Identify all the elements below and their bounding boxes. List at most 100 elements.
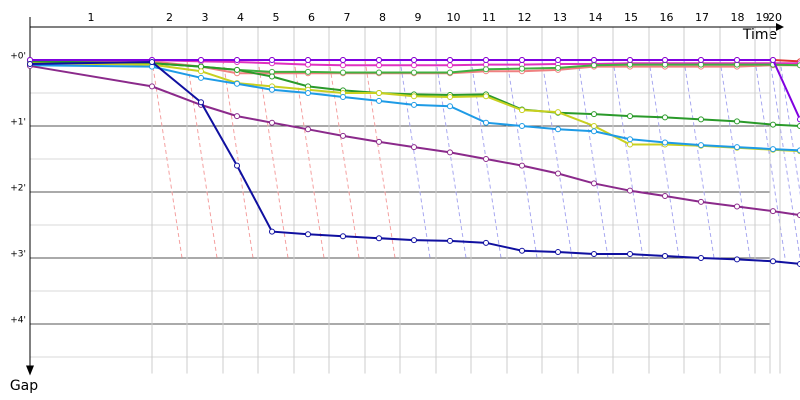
series-point	[797, 123, 800, 129]
series-point	[411, 144, 417, 151]
lap-label: 7	[344, 11, 351, 24]
series-point	[269, 73, 275, 80]
series-point	[483, 156, 489, 162]
series-point	[662, 57, 668, 63]
lap-label: 5	[273, 11, 280, 24]
series-point	[797, 147, 800, 154]
lap-diagonal	[648, 59, 680, 259]
series-point	[269, 119, 275, 126]
series-point	[555, 64, 561, 71]
series-point	[340, 93, 346, 100]
series-point	[198, 57, 204, 63]
series-point	[198, 99, 204, 106]
series-point	[627, 57, 633, 63]
lap-label: 17	[695, 11, 709, 24]
series-point	[305, 68, 311, 75]
lap-label: 4	[237, 11, 244, 24]
series-point	[483, 239, 489, 246]
lap-diagonal	[399, 59, 431, 259]
series-point	[234, 80, 240, 87]
lap-label: 8	[379, 11, 386, 24]
lap-diagonal	[435, 59, 467, 259]
series-point	[483, 119, 489, 126]
series-point	[411, 57, 417, 63]
series-point	[198, 68, 204, 75]
series-point	[770, 121, 776, 128]
lap-label: 19	[756, 11, 770, 24]
series-line	[30, 59, 800, 120]
lap-label: 3	[202, 11, 209, 24]
lap-label: 6	[308, 11, 315, 24]
series-line	[29, 64, 800, 217]
series-point	[591, 62, 597, 69]
series-point	[519, 162, 525, 169]
series-point	[411, 237, 417, 244]
series-point	[555, 57, 561, 63]
series-point	[340, 57, 346, 63]
lap-label: 1	[88, 11, 95, 24]
lap-diagonal	[719, 59, 751, 259]
series-point	[797, 62, 800, 69]
series-point	[627, 187, 633, 194]
series-point	[376, 97, 382, 104]
lap-diagonal	[779, 59, 800, 196]
series-point	[305, 126, 311, 133]
series-point	[447, 149, 453, 156]
series-point	[555, 249, 561, 256]
lap-label: 15	[624, 11, 638, 24]
series-point	[734, 57, 740, 63]
lap-label: 9	[415, 11, 422, 24]
series-point	[770, 57, 776, 63]
series-point	[519, 123, 525, 129]
series-point	[770, 208, 776, 215]
series-point	[340, 62, 346, 69]
lap-label: 2	[166, 11, 173, 24]
series-point	[483, 66, 489, 73]
series-point	[555, 126, 561, 133]
series-point	[627, 113, 633, 120]
lap-label: 12	[518, 11, 532, 24]
series-point	[376, 235, 382, 242]
lap-diagonal	[683, 59, 715, 259]
series-point	[591, 111, 597, 118]
series-point	[519, 65, 525, 72]
series-point	[447, 103, 453, 110]
y-tick-label: +1'	[10, 118, 26, 128]
lap-diagonal	[186, 59, 218, 259]
y-tick-label: +3'	[10, 250, 26, 260]
series-point	[27, 60, 33, 67]
series-point	[734, 144, 740, 151]
grid	[30, 27, 800, 374]
lap-diagonal	[257, 59, 289, 259]
series-line	[29, 60, 800, 265]
series-point	[483, 57, 489, 63]
series-point	[447, 69, 453, 76]
lap-label: 11	[482, 11, 496, 24]
series-point	[555, 109, 561, 116]
lap-diagonal	[364, 59, 396, 259]
series-point	[411, 69, 417, 76]
series-point	[447, 62, 453, 69]
series-point	[591, 128, 597, 135]
y-tick-label: +2'	[10, 184, 26, 194]
series-point	[627, 136, 633, 143]
series-point	[591, 123, 597, 129]
series-point	[269, 228, 275, 235]
series-point	[662, 139, 668, 146]
series-point	[447, 237, 453, 244]
series-point	[698, 198, 704, 205]
series-point	[340, 69, 346, 76]
series-point	[519, 107, 525, 114]
series-point	[305, 231, 311, 238]
series-line	[29, 64, 800, 152]
lap-diagonal	[222, 59, 254, 259]
lap-diagonal	[612, 59, 644, 259]
x-axis-label: Time	[742, 27, 777, 43]
series-point	[734, 203, 740, 210]
lap-label: 16	[660, 11, 674, 24]
series-point	[797, 260, 800, 267]
series-point	[149, 58, 155, 65]
series-point	[269, 57, 275, 63]
x-axis-arrow	[776, 23, 784, 31]
